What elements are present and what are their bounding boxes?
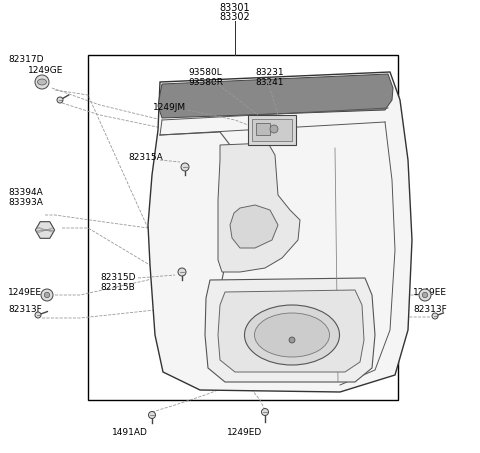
Polygon shape	[230, 205, 278, 248]
Circle shape	[41, 289, 53, 301]
Text: 82313F: 82313F	[413, 305, 447, 314]
Circle shape	[270, 125, 278, 133]
Circle shape	[422, 292, 428, 298]
Text: 83301: 83301	[220, 3, 250, 13]
Ellipse shape	[244, 305, 339, 365]
Text: 93580R: 93580R	[188, 78, 223, 87]
Circle shape	[432, 313, 438, 319]
Circle shape	[148, 411, 156, 419]
Text: 82315B: 82315B	[100, 283, 135, 292]
Text: 82313F: 82313F	[8, 305, 42, 314]
Text: 1249GE: 1249GE	[28, 66, 63, 75]
Text: 1249ED: 1249ED	[228, 428, 263, 437]
Bar	[88, 55, 398, 400]
Text: 83231: 83231	[255, 68, 284, 77]
Polygon shape	[205, 278, 375, 382]
Text: 1249JM: 1249JM	[153, 103, 186, 112]
Polygon shape	[36, 222, 55, 238]
Text: 83302: 83302	[220, 12, 251, 22]
Circle shape	[35, 75, 49, 89]
Circle shape	[178, 268, 186, 276]
Ellipse shape	[254, 313, 329, 357]
Circle shape	[35, 312, 41, 318]
Text: 1249EE: 1249EE	[8, 288, 42, 297]
Text: 1491AD: 1491AD	[112, 428, 148, 437]
Polygon shape	[218, 290, 364, 372]
Bar	[248, 115, 296, 145]
Text: 83393A: 83393A	[8, 198, 43, 207]
Text: 82317D: 82317D	[8, 55, 44, 64]
Text: 82315D: 82315D	[100, 273, 135, 282]
Text: 83241: 83241	[255, 78, 284, 87]
Polygon shape	[148, 72, 412, 392]
Circle shape	[181, 163, 189, 171]
Polygon shape	[218, 143, 300, 272]
Text: 82315A: 82315A	[128, 153, 163, 162]
Bar	[252, 119, 292, 141]
Bar	[256, 123, 270, 135]
Text: 83394A: 83394A	[8, 188, 43, 197]
Ellipse shape	[37, 79, 47, 85]
Circle shape	[262, 409, 268, 415]
Polygon shape	[158, 74, 393, 118]
Circle shape	[44, 292, 50, 298]
Circle shape	[57, 97, 63, 103]
Circle shape	[289, 337, 295, 343]
Text: 93580L: 93580L	[188, 68, 222, 77]
Text: 1249EE: 1249EE	[413, 288, 447, 297]
Circle shape	[419, 289, 431, 301]
